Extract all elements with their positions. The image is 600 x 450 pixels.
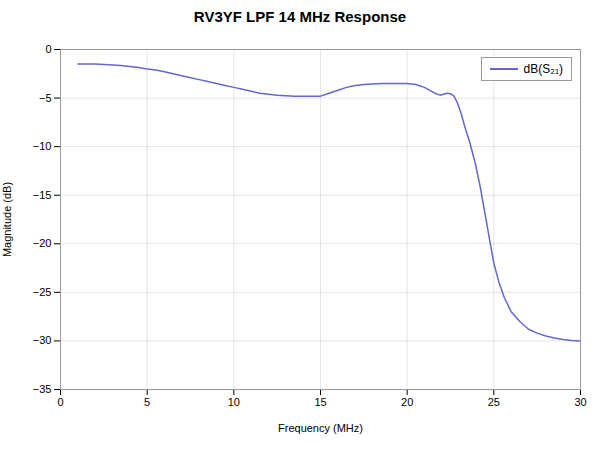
svg-text:−10: −10	[33, 140, 52, 152]
svg-text:20: 20	[401, 396, 413, 408]
svg-text:15: 15	[314, 396, 326, 408]
svg-text:Frequency (MHz): Frequency (MHz)	[278, 422, 363, 434]
svg-text:−15: −15	[33, 189, 52, 201]
html-text:RV3YF LPF 14 MHz Response: RV3YF LPF 14 MHz Response	[193, 8, 407, 25]
html-text:dB(S₂₁): dB(S₂₁)	[523, 62, 563, 76]
svg-text:−35: −35	[33, 383, 52, 395]
svg-text:−5: −5	[39, 92, 52, 104]
svg-text:−30: −30	[33, 334, 52, 346]
svg-text:−25: −25	[33, 286, 52, 298]
svg-text:5: 5	[144, 396, 150, 408]
svg-text:25: 25	[488, 396, 500, 408]
svg-text:0: 0	[45, 43, 51, 55]
svg-text:0: 0	[57, 396, 63, 408]
svg-text:10: 10	[228, 396, 240, 408]
svg-text:Magnitude (dB): Magnitude (dB)	[1, 182, 13, 257]
svg-text:30: 30	[574, 396, 586, 408]
svg-text:−20: −20	[33, 237, 52, 249]
